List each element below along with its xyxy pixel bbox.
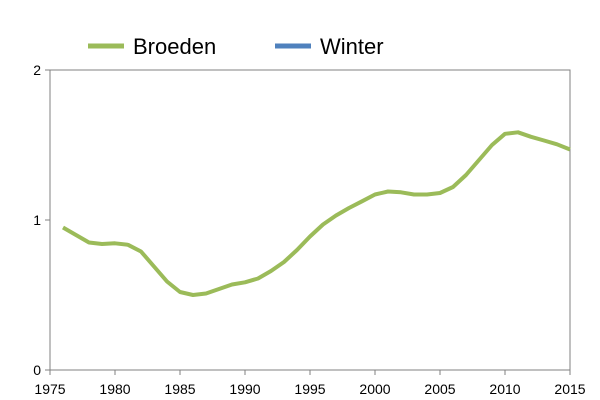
y-axis: 0 1 2 (33, 62, 50, 378)
legend: Broeden Winter (88, 34, 384, 59)
y-tick-label: 1 (33, 212, 41, 228)
x-tick-label: 1985 (164, 381, 195, 397)
y-tick-label: 0 (33, 362, 41, 378)
x-tick-label: 1995 (294, 381, 325, 397)
series-line-broeden (62, 130, 571, 297)
x-tick-label: 1975 (34, 381, 65, 397)
legend-label-winter: Winter (320, 34, 384, 59)
x-tick-label: 2005 (424, 381, 455, 397)
x-tick-label: 2010 (489, 381, 520, 397)
x-tick-label: 2015 (554, 381, 585, 397)
plot-frame (49, 69, 571, 371)
x-tick-label: 1980 (99, 381, 130, 397)
plot-area (49, 69, 571, 371)
x-tick-label: 1990 (229, 381, 260, 397)
series-layer (62, 130, 571, 297)
x-tick-label: 2000 (359, 381, 390, 397)
legend-label-broeden: Broeden (133, 34, 216, 59)
y-tick-label: 2 (33, 62, 41, 78)
x-axis: 1975 1980 1985 1990 1995 2000 2005 2010 2015 (34, 370, 586, 397)
